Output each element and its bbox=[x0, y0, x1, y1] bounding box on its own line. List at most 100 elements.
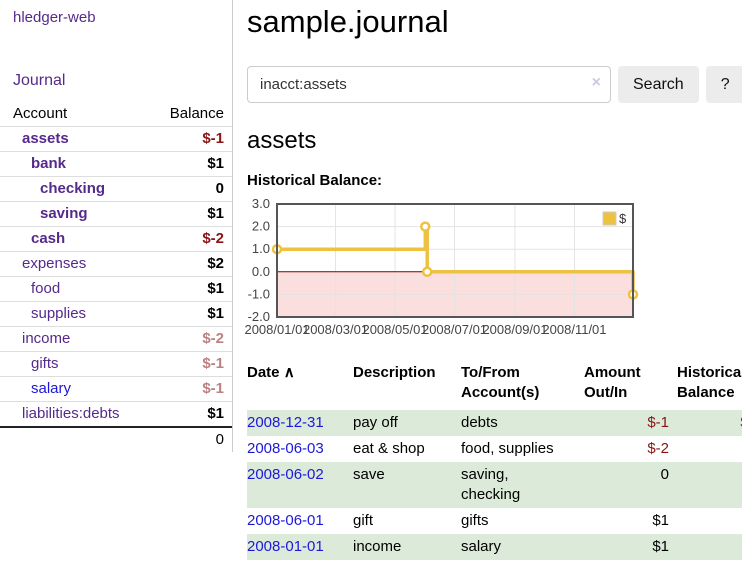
app-title-link[interactable]: hledger-web bbox=[13, 9, 232, 26]
transaction-balance: 0 bbox=[677, 436, 742, 462]
account-link-checking[interactable]: checking bbox=[40, 180, 105, 197]
account-row: liabilities:debts $1 bbox=[0, 402, 232, 428]
account-link-cash[interactable]: cash bbox=[31, 230, 65, 247]
account-heading: assets bbox=[247, 127, 742, 155]
account-balance: $-2 bbox=[142, 227, 232, 252]
sidebar: hledger-web Journal Account Balance asse… bbox=[0, 0, 233, 452]
y-axis-tick-label: -1.0 bbox=[248, 286, 270, 301]
account-link-bank[interactable]: bank bbox=[31, 155, 66, 172]
account-row: salary $-1 bbox=[0, 377, 232, 402]
search-field-wrapper: × bbox=[247, 66, 611, 103]
account-row: food $1 bbox=[0, 277, 232, 302]
transaction-description: gift bbox=[353, 508, 461, 534]
transaction-accounts: gifts bbox=[461, 508, 584, 534]
search-bar: × Search ? bbox=[247, 66, 742, 103]
account-balance: $1 bbox=[142, 202, 232, 227]
search-button[interactable]: Search bbox=[618, 66, 699, 103]
account-row: assets $-1 bbox=[0, 127, 232, 152]
account-link-salary[interactable]: salary bbox=[31, 380, 71, 397]
x-axis-tick-label: 2008/03/01 bbox=[303, 322, 368, 337]
register-header-amount: Amount Out/In bbox=[584, 359, 677, 410]
chart-data-point bbox=[421, 223, 429, 231]
x-axis-tick-label: 2008/09/01 bbox=[482, 322, 547, 337]
account-row: expenses $2 bbox=[0, 252, 232, 277]
transaction-accounts: debts bbox=[461, 410, 584, 436]
account-row: supplies $1 bbox=[0, 302, 232, 327]
transaction-accounts: saving, checking bbox=[461, 462, 584, 508]
clear-search-icon[interactable]: × bbox=[592, 75, 601, 91]
transaction-accounts: salary bbox=[461, 534, 584, 560]
transaction-row: 2008-06-02 savesaving, checking0$2 bbox=[247, 462, 742, 508]
historical-balance-chart[interactable]: $3.02.01.00.0-1.0-2.02008/01/012008/03/0… bbox=[247, 202, 687, 342]
sidebar-item-journal[interactable]: Journal bbox=[13, 72, 232, 90]
transaction-description: eat & shop bbox=[353, 436, 461, 462]
accounts-total-balance: 0 bbox=[142, 427, 232, 452]
register-header-account: To/From Account(s) bbox=[461, 359, 584, 410]
transaction-row: 2008-06-03eat & shopfood, supplies$-20 bbox=[247, 436, 742, 462]
transaction-date-link[interactable]: 2008-12-31 bbox=[247, 414, 324, 431]
account-link-gifts[interactable]: gifts bbox=[31, 355, 59, 372]
accounts-table: Account Balance assets $-1 bank $1 checking 0… bbox=[0, 102, 232, 452]
chart-heading: Historical Balance: bbox=[247, 172, 742, 189]
register-header-date[interactable]: Date ∧ bbox=[247, 359, 353, 410]
transaction-amount: $-2 bbox=[584, 436, 677, 462]
account-row: income $-2 bbox=[0, 327, 232, 352]
x-axis-tick-label: 2008/11/01 bbox=[542, 322, 606, 337]
transaction-balance: $1 bbox=[677, 534, 742, 560]
transaction-balance: $-1 bbox=[677, 410, 742, 436]
account-balance: $-2 bbox=[142, 327, 232, 352]
y-axis-tick-label: 3.0 bbox=[252, 196, 270, 211]
transaction-date-link[interactable]: 2008-06-03 bbox=[247, 440, 324, 457]
y-axis-tick-label: 2.0 bbox=[252, 219, 270, 234]
transaction-description: income bbox=[353, 534, 461, 560]
main-content: sample.journal × Search ? assets Histori… bbox=[247, 0, 742, 560]
legend-swatch bbox=[603, 212, 616, 225]
transaction-date-link[interactable]: 2008-06-02 bbox=[247, 466, 324, 483]
x-axis-tick-label: 2008/07/01 bbox=[422, 322, 487, 337]
register-header-description: Description bbox=[353, 359, 461, 410]
account-link-liabilities-debts[interactable]: liabilities:debts bbox=[22, 405, 120, 422]
transaction-amount: $1 bbox=[584, 534, 677, 560]
account-balance: $1 bbox=[142, 152, 232, 177]
account-balance: $-1 bbox=[142, 127, 232, 152]
y-axis-tick-label: 0.0 bbox=[252, 264, 270, 279]
search-input[interactable] bbox=[247, 66, 611, 103]
account-row: gifts $-1 bbox=[0, 352, 232, 377]
transaction-amount: $1 bbox=[584, 508, 677, 534]
account-balance: $2 bbox=[142, 252, 232, 277]
account-balance: $1 bbox=[142, 277, 232, 302]
transaction-description: pay off bbox=[353, 410, 461, 436]
account-balance: $1 bbox=[142, 302, 232, 327]
account-link-saving[interactable]: saving bbox=[40, 205, 88, 222]
accounts-header-balance: Balance bbox=[142, 102, 232, 127]
account-link-food[interactable]: food bbox=[31, 280, 60, 297]
account-link-assets[interactable]: assets bbox=[22, 130, 69, 147]
account-link-income[interactable]: income bbox=[22, 330, 70, 347]
account-balance: $1 bbox=[142, 402, 232, 428]
account-link-expenses[interactable]: expenses bbox=[22, 255, 86, 272]
account-row: checking 0 bbox=[0, 177, 232, 202]
account-row: bank $1 bbox=[0, 152, 232, 177]
accounts-header-account: Account bbox=[0, 102, 142, 127]
transaction-description: save bbox=[353, 462, 461, 508]
register-header-balance: Historical Balance bbox=[677, 359, 742, 410]
account-row: saving $1 bbox=[0, 202, 232, 227]
transaction-row: 2008-01-01incomesalary$1$1 bbox=[247, 534, 742, 560]
transaction-row: 2008-06-01 giftgifts$1$2 bbox=[247, 508, 742, 534]
account-balance: $-1 bbox=[142, 352, 232, 377]
account-link-supplies[interactable]: supplies bbox=[31, 305, 86, 322]
transaction-amount: $-1 bbox=[584, 410, 677, 436]
transaction-amount: 0 bbox=[584, 462, 677, 508]
chart-data-point bbox=[423, 268, 431, 276]
transaction-date-link[interactable]: 2008-06-01 bbox=[247, 512, 324, 529]
transaction-row: 2008-12-31pay offdebts$-1$-1 bbox=[247, 410, 742, 436]
account-balance: 0 bbox=[142, 177, 232, 202]
transaction-balance: $2 bbox=[677, 508, 742, 534]
help-button[interactable]: ? bbox=[706, 66, 742, 103]
transaction-balance: $2 bbox=[677, 462, 742, 508]
sort-asc-icon: ∧ bbox=[284, 364, 295, 381]
account-balance: $-1 bbox=[142, 377, 232, 402]
page-title: sample.journal bbox=[247, 4, 742, 40]
transaction-date-link[interactable]: 2008-01-01 bbox=[247, 538, 324, 555]
x-axis-tick-label: 2008/05/01 bbox=[362, 322, 427, 337]
